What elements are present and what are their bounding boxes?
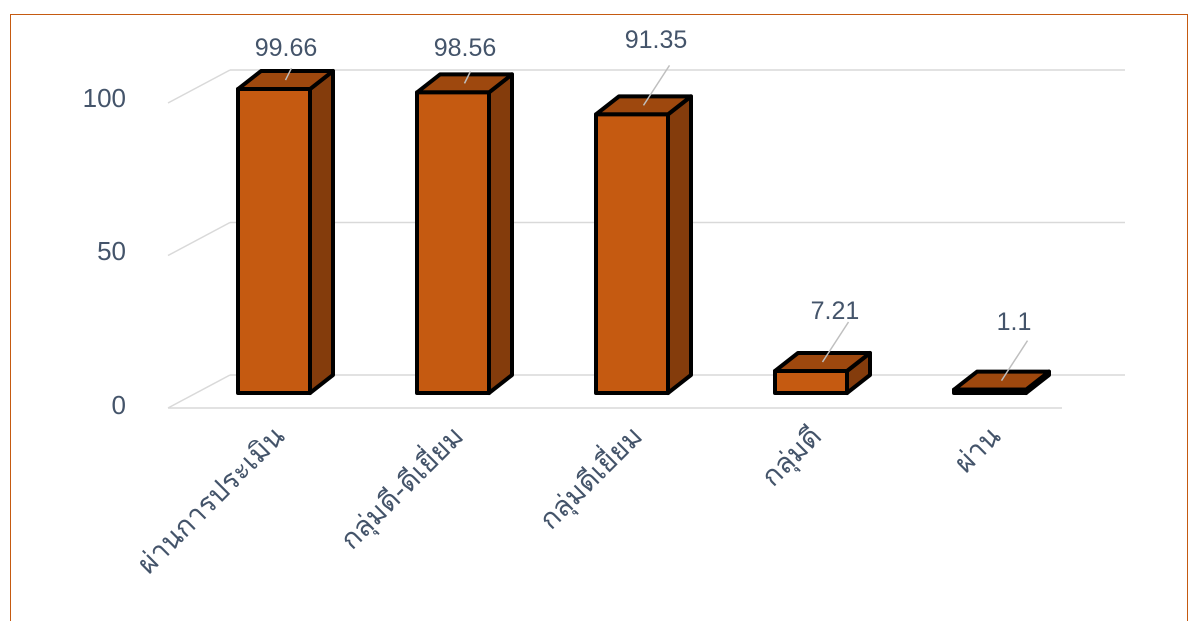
bar-2	[415, 72, 514, 395]
data-labels: 99.66 98.56 91.35 7.21 1.1	[255, 26, 1032, 336]
data-label-5: 1.1	[997, 308, 1032, 336]
data-label-4: 7.21	[811, 297, 860, 325]
bar-side-2	[487, 72, 514, 395]
data-label-3: 91.35	[625, 26, 688, 54]
y-tick-100: 100	[83, 83, 126, 113]
gridline-diag-100	[167, 69, 231, 104]
bars	[236, 69, 1051, 396]
bar-front-3	[594, 112, 670, 395]
bar-front-2	[415, 90, 491, 395]
bar-front-1	[236, 87, 312, 396]
bar-4	[773, 351, 872, 395]
category-label-1: ผ่านการประเมิน	[130, 420, 291, 581]
x-axis-categories: ผ่านการประเมิน กลุ่มดี-ดีเยี่ยม กลุ่มดีเ…	[130, 417, 1007, 580]
data-label-2: 98.56	[434, 34, 497, 62]
leader-line-2	[463, 71, 472, 84]
bar-front-5	[952, 387, 1028, 395]
gridline-diag-0	[167, 374, 231, 409]
chart-frame	[10, 14, 1188, 621]
y-tick-50: 50	[97, 236, 126, 266]
category-label-4: กลุ่มดี	[755, 420, 829, 494]
category-label-2: กลุ่มดี-ดีเยี่ยม	[331, 417, 470, 556]
bar-side-1	[308, 69, 335, 395]
category-label-5: ผ่าน	[947, 420, 1007, 480]
bar-side-3	[666, 94, 693, 395]
bar-1	[236, 69, 335, 396]
leader-line-3	[642, 64, 671, 106]
bar-front-4	[773, 369, 849, 395]
leader-line-1	[284, 67, 293, 81]
bar-3	[594, 94, 693, 395]
category-label-3: กลุ่มดีเยี่ยม	[530, 417, 649, 536]
gridline-diag-50	[167, 221, 231, 257]
y-tick-0: 0	[112, 390, 126, 420]
leader-line-5	[1000, 340, 1029, 382]
y-axis-ticks: 0 50 100	[83, 83, 126, 420]
data-label-1: 99.66	[255, 34, 318, 62]
label-leader-lines	[284, 64, 1029, 382]
leader-line-4	[821, 321, 850, 363]
